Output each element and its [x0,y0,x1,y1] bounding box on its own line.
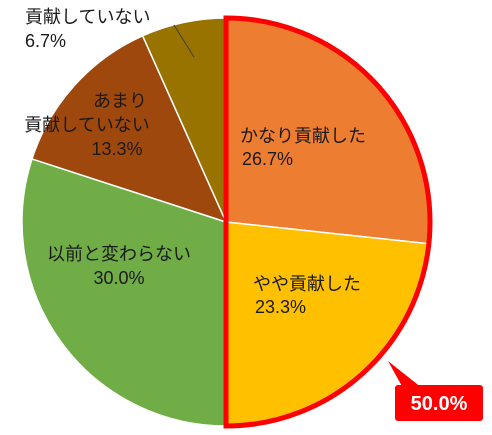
callout-box [395,385,483,421]
label-greatly-contributed: かなり貢献した [240,126,366,146]
highlight-outline [223,15,433,429]
callout-label: 50.0% [411,393,468,415]
data-labels: かなり貢献した 26.7% やや貢献した 23.3% 以前と変わらない 30.0… [24,7,366,317]
callout-pointer [388,361,422,388]
leader-line [173,24,195,58]
value-no-contribution: 6.7% [25,31,66,51]
value-unchanged: 30.0% [93,268,144,288]
label-little-contribution-line2: 貢献していない [24,115,149,135]
slice-little-contribution [31,35,227,223]
value-greatly-contributed: 26.7% [242,149,293,169]
value-somewhat-contributed: 23.3% [255,297,306,317]
label-unchanged: 以前と変わらない [47,244,191,264]
label-no-contribution: 貢献していない [25,7,150,27]
label-somewhat-contributed: やや貢献した [253,274,361,294]
slice-unchanged [21,158,227,427]
pie-slices [21,17,431,427]
callout: 50.0% [388,361,483,421]
value-little-contribution: 13.3% [91,139,142,159]
label-little-contribution-line1: あまり [93,91,147,111]
